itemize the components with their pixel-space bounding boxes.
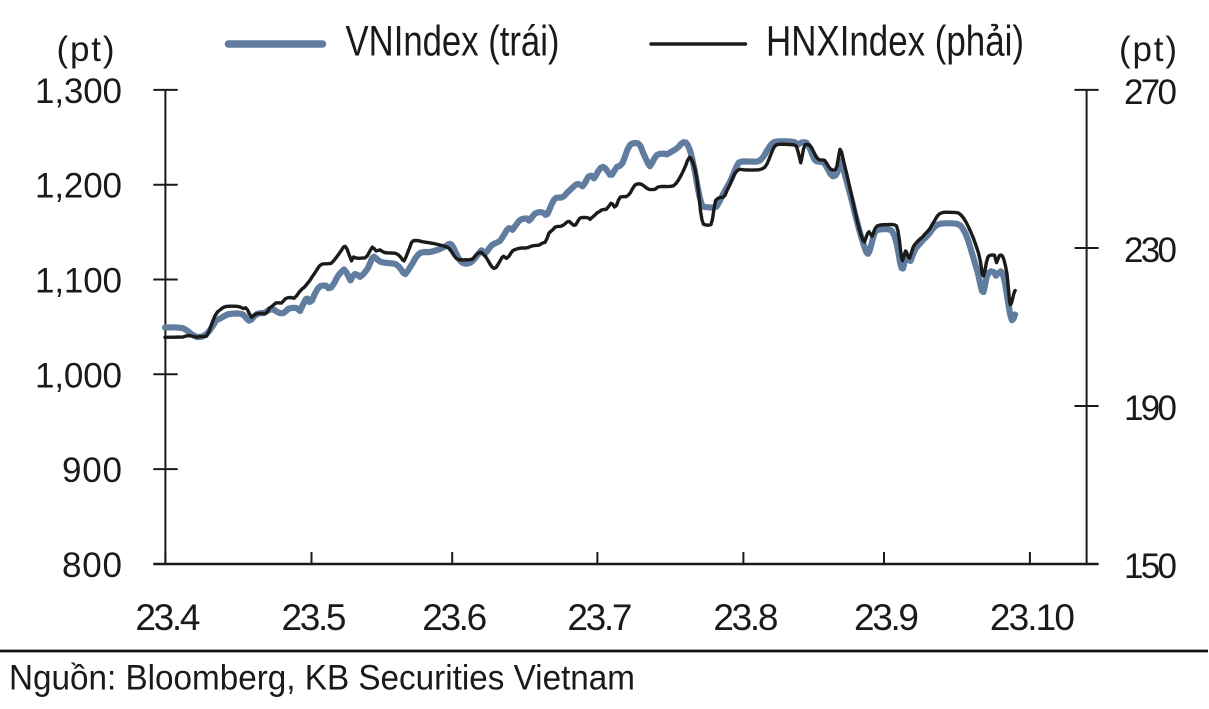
svg-text:(pt): (pt) (1119, 30, 1177, 69)
svg-text:23.10: 23.10 (990, 597, 1075, 638)
svg-text:23.6: 23.6 (422, 597, 487, 638)
svg-text:150: 150 (1124, 547, 1177, 586)
svg-text:(pt): (pt) (57, 30, 115, 69)
svg-text:900: 900 (62, 451, 122, 490)
svg-text:23.8: 23.8 (713, 597, 778, 638)
svg-text:1,100: 1,100 (35, 262, 122, 301)
svg-text:1,200: 1,200 (35, 167, 122, 206)
svg-text:23.9: 23.9 (854, 597, 919, 638)
svg-text:23.4: 23.4 (135, 597, 200, 638)
svg-text:190: 190 (1124, 389, 1177, 428)
svg-text:23.5: 23.5 (282, 597, 347, 638)
svg-text:800: 800 (62, 546, 122, 585)
svg-text:HNXIndex (phải): HNXIndex (phải) (766, 19, 1024, 66)
svg-text:1,000: 1,000 (35, 356, 122, 395)
svg-text:VNIndex (trái): VNIndex (trái) (346, 19, 560, 66)
svg-text:1,300: 1,300 (35, 72, 122, 111)
svg-text:230: 230 (1124, 231, 1177, 270)
svg-text:Nguồn: Bloomberg, KB Securitie: Nguồn: Bloomberg, KB Securities Vietnam (9, 659, 635, 698)
svg-text:270: 270 (1124, 73, 1177, 112)
svg-text:23.7: 23.7 (567, 597, 632, 638)
